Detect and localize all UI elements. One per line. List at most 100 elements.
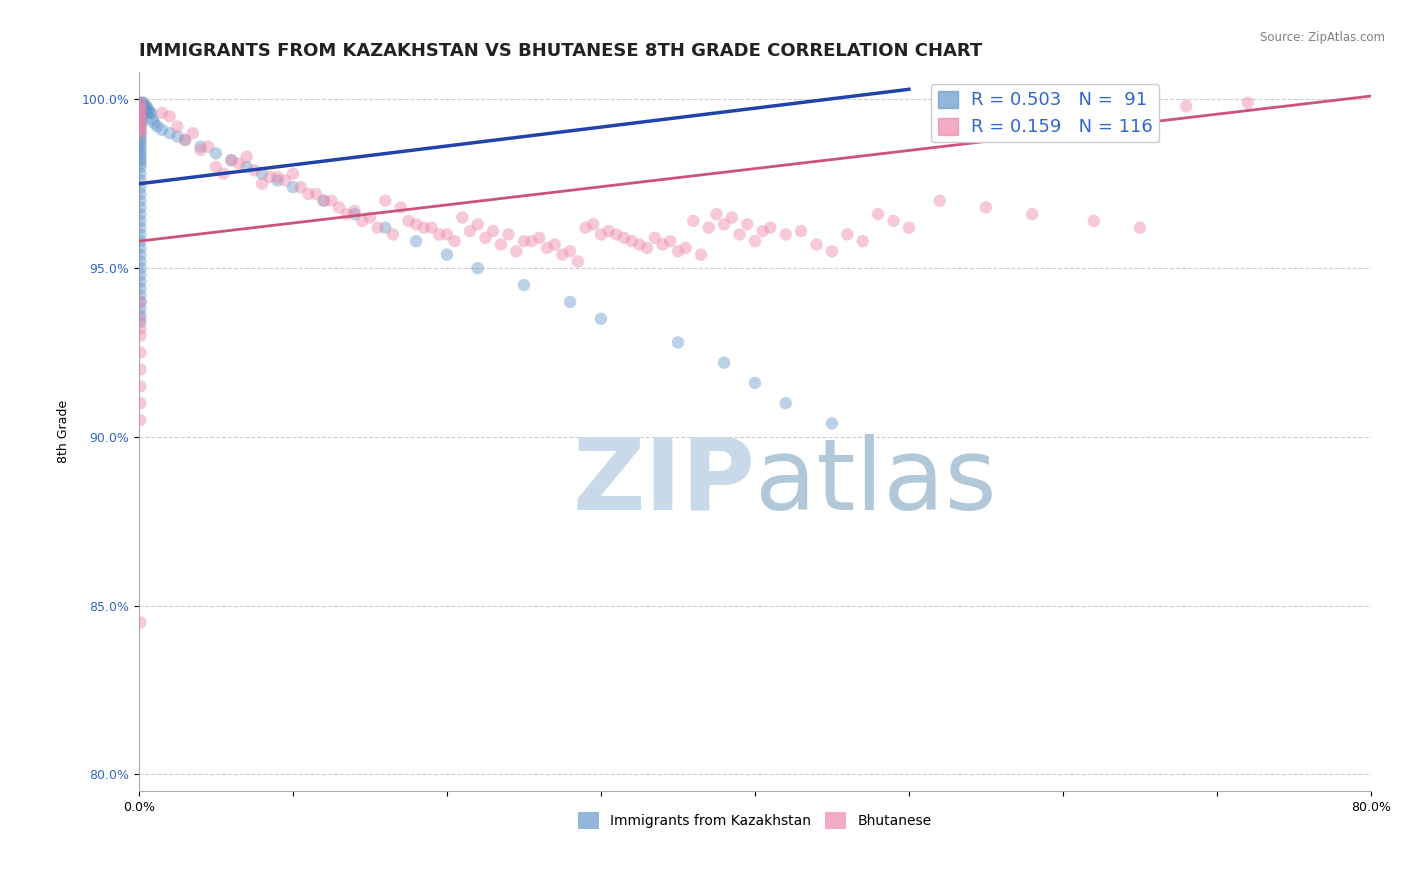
Point (235, 150, 257, 164)
Point (138, 106, 160, 120)
Point (129, 207, 152, 221)
Point (928, 194, 950, 208)
Point (129, 214, 152, 228)
Point (129, 261, 152, 276)
Point (129, 133, 152, 147)
Point (129, 156, 152, 170)
Legend: Immigrants from Kazakhstan, Bhutanese: Immigrants from Kazakhstan, Bhutanese (572, 806, 936, 835)
Point (536, 241, 558, 255)
Point (868, 207, 890, 221)
Point (129, 160, 152, 174)
Point (143, 116, 166, 130)
Point (132, 103, 155, 117)
Point (174, 133, 197, 147)
Point (266, 173, 288, 187)
Point (135, 103, 157, 117)
Point (558, 294, 581, 309)
Point (666, 244, 689, 259)
Point (551, 248, 574, 262)
Point (659, 234, 682, 248)
Point (129, 281, 152, 295)
Point (129, 309, 152, 323)
Point (129, 362, 152, 376)
Point (405, 217, 427, 231)
Point (129, 103, 152, 117)
Point (129, 120, 152, 134)
Text: atlas: atlas (755, 434, 997, 531)
Point (312, 194, 335, 208)
Point (675, 241, 697, 255)
Point (205, 160, 228, 174)
Point (343, 203, 366, 218)
Point (266, 169, 288, 184)
Point (129, 112, 152, 127)
Point (142, 112, 165, 127)
Point (359, 211, 381, 225)
Point (134, 106, 156, 120)
Point (328, 201, 350, 215)
Point (374, 194, 396, 208)
Point (744, 376, 766, 390)
Point (132, 99, 155, 113)
Point (636, 241, 658, 255)
Point (129, 150, 152, 164)
Point (281, 180, 304, 194)
Point (352, 214, 374, 228)
Point (243, 163, 266, 178)
Point (682, 214, 704, 228)
Point (735, 217, 758, 231)
Point (132, 95, 155, 110)
Point (467, 217, 489, 231)
Point (343, 207, 366, 221)
Point (129, 201, 152, 215)
Point (131, 95, 153, 110)
Point (131, 109, 153, 123)
Point (751, 224, 773, 238)
Point (181, 126, 204, 140)
Point (129, 379, 152, 393)
Point (505, 244, 527, 259)
Point (489, 237, 512, 252)
Point (281, 167, 304, 181)
Point (297, 186, 319, 201)
Point (129, 106, 152, 120)
Point (159, 109, 181, 123)
Point (129, 116, 152, 130)
Point (129, 248, 152, 262)
Point (129, 103, 152, 117)
Point (129, 99, 152, 113)
Point (129, 413, 152, 427)
Point (744, 234, 766, 248)
Point (129, 254, 152, 268)
Point (605, 227, 627, 242)
Point (467, 261, 489, 276)
Point (412, 220, 434, 235)
Point (574, 220, 596, 235)
Point (190, 139, 212, 153)
Point (129, 180, 152, 194)
Point (290, 180, 312, 194)
Point (131, 112, 153, 127)
Point (451, 211, 474, 225)
Point (721, 211, 744, 225)
Point (628, 237, 651, 252)
Point (129, 275, 152, 289)
Point (166, 120, 188, 134)
Point (159, 126, 181, 140)
Point (759, 220, 782, 235)
Point (129, 123, 152, 137)
Point (544, 237, 567, 252)
Point (1236, 95, 1258, 110)
Point (174, 133, 197, 147)
Point (129, 234, 152, 248)
Point (1083, 214, 1105, 228)
Point (129, 109, 152, 123)
Point (396, 214, 419, 228)
Point (205, 146, 228, 161)
Point (129, 186, 152, 201)
Point (129, 95, 152, 110)
Point (129, 220, 152, 235)
Point (212, 167, 235, 181)
Point (259, 169, 281, 184)
Point (852, 234, 875, 248)
